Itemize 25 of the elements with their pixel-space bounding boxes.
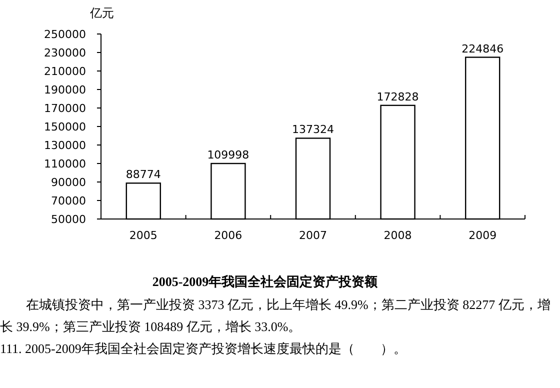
text: 2005-2009年我国全社会固定资产投资额: [152, 274, 379, 289]
y-tick-label: 210000: [44, 64, 86, 78]
y-tick-label: 250000: [44, 28, 86, 41]
y-tick-label: 190000: [44, 83, 86, 96]
data-label: 137324: [292, 123, 334, 136]
data-label: 224846: [462, 42, 504, 56]
x-tick-label: 2009: [468, 229, 497, 242]
text: 在城镇投资中，第一产业投资 3373 亿元，比上年增长 49.9%；第二产业投资 82277 亿元，增长 39.9%；第三产业投资 108489 亿元，增长 33.0%。: [0, 296, 552, 336]
y-tick-label: 150000: [44, 120, 86, 134]
y-tick-label: 170000: [44, 102, 86, 115]
data-label: 109998: [207, 148, 250, 162]
y-tick-label: 230000: [44, 46, 86, 60]
x-tick-label: 2006: [214, 229, 242, 242]
y-tick-label: 110000: [44, 157, 86, 170]
text: 111. 2005-2009年我国全社会固定资产投资增长速度最快的是（ ）。: [0, 340, 408, 358]
x-tick-label: 2007: [299, 229, 327, 242]
data-label: 88774: [126, 168, 161, 182]
data-label: 172828: [376, 90, 419, 104]
y-tick-label: 70000: [51, 194, 86, 208]
x-tick-label: 2005: [129, 229, 158, 242]
y-tick-label: 90000: [51, 176, 86, 189]
y-tick-label: 130000: [44, 138, 86, 152]
y-tick-label: 50000: [51, 212, 86, 226]
x-tick-label: 2008: [384, 229, 412, 242]
y-axis-title: 亿元: [89, 6, 114, 20]
